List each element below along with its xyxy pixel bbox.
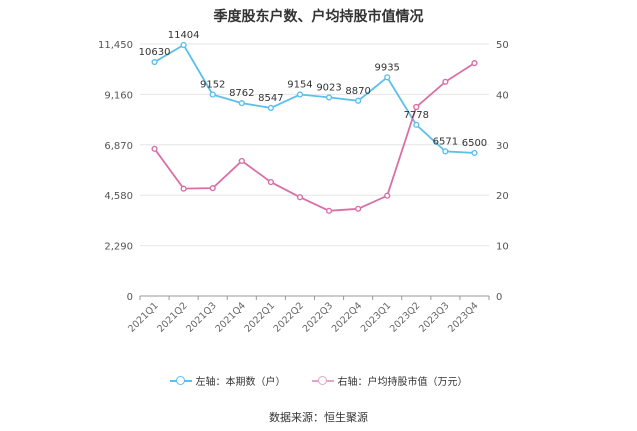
y-left-tick-label: 9,160	[104, 90, 133, 101]
data-label-households: 6571	[433, 136, 458, 147]
point-market-value	[151, 145, 158, 152]
legend-label-households: 左轴：本期数（户）	[195, 377, 286, 388]
point-market-value	[325, 207, 333, 214]
point-market-value	[238, 157, 245, 165]
data-label-households: 8547	[258, 93, 283, 104]
series-line-market-value	[153, 62, 475, 212]
point-households	[151, 58, 158, 66]
x-tick-label: 2022Q3	[301, 300, 335, 334]
point-market-value	[296, 194, 304, 201]
x-tick-label: 2023Q1	[359, 300, 393, 334]
data-labels: 10630 11404 9152 8762 8547 9154 9023 8870 9935 77…	[139, 30, 488, 149]
legend: 左轴：本期数（户） 右轴：户均持股市值（万元）	[0, 373, 637, 388]
chart-title: 季度股东户数、户均持股市值情况	[213, 9, 424, 25]
y-right-tick-label: 50	[496, 40, 509, 51]
data-label-households: 9154	[287, 80, 312, 91]
x-tick-label: 2022Q4	[330, 300, 364, 334]
legend-swatch-households	[169, 375, 192, 386]
y-left-tick-label: 2,290	[104, 242, 133, 253]
point-households	[442, 148, 449, 155]
point-households	[471, 149, 478, 157]
point-households	[355, 97, 362, 104]
x-tick-label: 2023Q2	[388, 300, 422, 334]
data-label-households: 9152	[200, 80, 225, 91]
point-market-value	[442, 78, 449, 85]
x-tick-label: 2023Q3	[417, 300, 451, 334]
point-households	[325, 94, 333, 101]
y-left-tick-label: 6,870	[104, 141, 133, 152]
x-tick-label: 2023Q4	[446, 300, 480, 334]
point-market-value	[180, 185, 187, 192]
legend-item-market-value[interactable]: 右轴：户均持股市值（万元）	[311, 373, 468, 388]
legend-item-households[interactable]: 左轴：本期数（户）	[169, 373, 286, 388]
data-label-households: 8870	[345, 86, 370, 97]
y-left-tick-label: 11,450	[98, 40, 133, 51]
y-left-tick-label: 0	[127, 292, 133, 303]
point-market-value	[355, 205, 362, 212]
point-households	[238, 100, 245, 107]
point-households	[296, 91, 304, 98]
point-market-value	[384, 192, 391, 199]
y-right-tick-label: 20	[496, 191, 509, 202]
legend-swatch-market-value	[311, 375, 334, 386]
y-right-tick-label: 10	[496, 242, 509, 253]
data-label-households: 7778	[404, 110, 429, 121]
point-households	[180, 41, 187, 49]
data-label-households: 8762	[229, 88, 254, 99]
x-tick-label: 2021Q3	[184, 300, 218, 334]
point-market-value	[267, 178, 274, 186]
data-label-households: 6500	[462, 138, 487, 149]
legend-label-market-value: 右轴：户均持股市值（万元）	[337, 377, 468, 388]
data-label-households: 9023	[316, 82, 341, 93]
x-tick-label: 2021Q4	[213, 300, 247, 334]
point-households	[209, 91, 216, 98]
point-households	[384, 74, 391, 81]
point-market-value	[413, 103, 420, 111]
x-tick-label: 2022Q1	[243, 300, 277, 334]
data-label-households: 11404	[168, 30, 200, 41]
data-label-households: 10630	[139, 47, 171, 58]
point-households	[267, 104, 274, 111]
point-market-value	[209, 185, 216, 192]
data-label-households: 9935	[374, 62, 399, 73]
x-tick-label: 2021Q1	[126, 300, 160, 334]
point-market-value	[471, 60, 478, 67]
series-line-households	[154, 43, 475, 154]
y-right-tick-label: 30	[496, 141, 509, 152]
y-left-tick-label: 4,580	[104, 191, 133, 202]
x-tick-label: 2022Q2	[272, 300, 306, 334]
y-right-tick-label: 40	[496, 90, 509, 101]
series-lines	[151, 41, 478, 214]
data-source: 数据来源：恒生聚源	[269, 411, 368, 424]
y-right-tick-label: 0	[496, 292, 502, 303]
x-tick-label: 2021Q2	[155, 300, 189, 334]
point-households	[413, 121, 420, 128]
